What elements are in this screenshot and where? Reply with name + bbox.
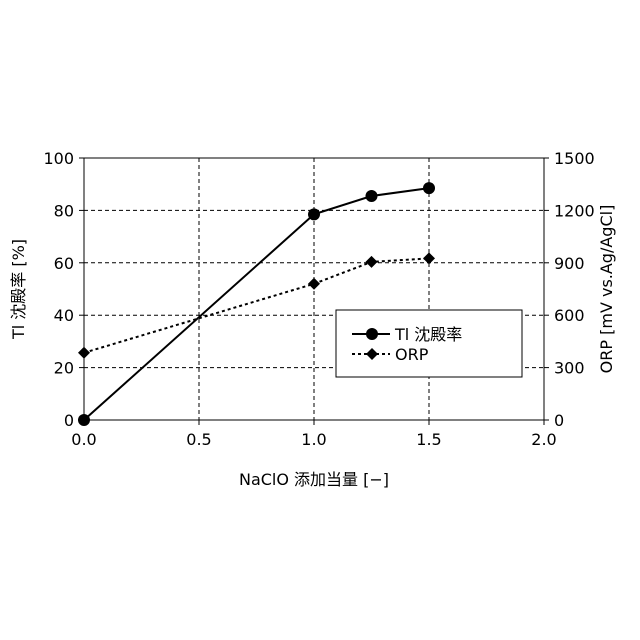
data-point-circle: [366, 190, 378, 202]
x-tick-label: 0.0: [71, 430, 96, 449]
y2-tick-label: 1200: [554, 201, 595, 220]
y2-tick-label: 1500: [554, 149, 595, 168]
legend-marker-tl: [366, 328, 378, 340]
data-point-circle: [78, 414, 90, 426]
x-axis-title: NaClO 添加当量 [−]: [239, 470, 389, 489]
x-tick-label: 1.5: [416, 430, 441, 449]
legend-label-tl: Tl 沈殿率: [394, 325, 462, 344]
x-tick-label: 1.0: [301, 430, 326, 449]
x-tick-label: 2.0: [531, 430, 556, 449]
y-tick-label: 40: [54, 306, 74, 325]
data-point-circle: [423, 182, 435, 194]
y-tick-label: 80: [54, 201, 74, 220]
y-tick-label: 60: [54, 254, 74, 273]
y2-tick-label: 600: [554, 306, 585, 325]
y2-tick-label: 0: [554, 411, 564, 430]
y-tick-label: 100: [43, 149, 74, 168]
y-tick-label: 20: [54, 359, 74, 378]
legend-label-orp: ORP: [395, 345, 429, 364]
data-point-circle: [308, 208, 320, 220]
x-tick-label: 0.5: [186, 430, 211, 449]
y-tick-label: 0: [64, 411, 74, 430]
y2-tick-label: 900: [554, 254, 585, 273]
y2-axis-title: ORP [mV vs.Ag/AgCl]: [597, 205, 616, 374]
y2-tick-label: 300: [554, 359, 585, 378]
y-axis-title: Tl 沈殿率 [%]: [9, 239, 28, 340]
legend: Tl 沈殿率 ORP: [336, 310, 522, 377]
